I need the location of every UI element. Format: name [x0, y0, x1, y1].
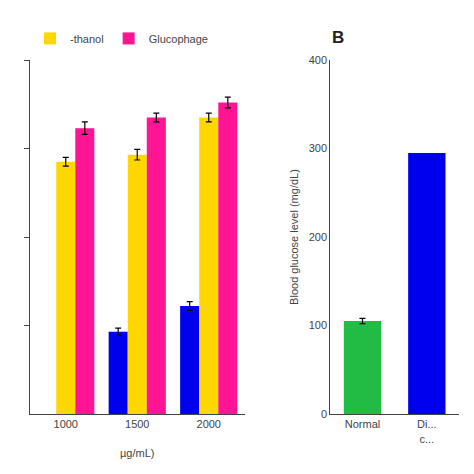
svg-text:400: 400 — [309, 54, 327, 66]
svg-text:Glucophage: Glucophage — [149, 33, 208, 45]
svg-text:Di...c...: Di...c... — [417, 418, 437, 444]
svg-text:µg/mL): µg/mL) — [120, 447, 154, 459]
svg-text:200: 200 — [309, 231, 327, 243]
svg-text:2000: 2000 — [197, 418, 221, 430]
svg-text:Blood glucose level (mg/dL): Blood glucose level (mg/dL) — [288, 169, 300, 305]
svg-text:Normal: Normal — [345, 418, 380, 430]
svg-text:1500: 1500 — [125, 418, 149, 430]
svg-text:300: 300 — [309, 142, 327, 154]
svg-text:B: B — [332, 28, 344, 47]
svg-text:100: 100 — [309, 319, 327, 331]
svg-text:1000: 1000 — [54, 418, 78, 430]
svg-text:-thanol: -thanol — [70, 33, 104, 45]
svg-text:0: 0 — [321, 408, 327, 420]
